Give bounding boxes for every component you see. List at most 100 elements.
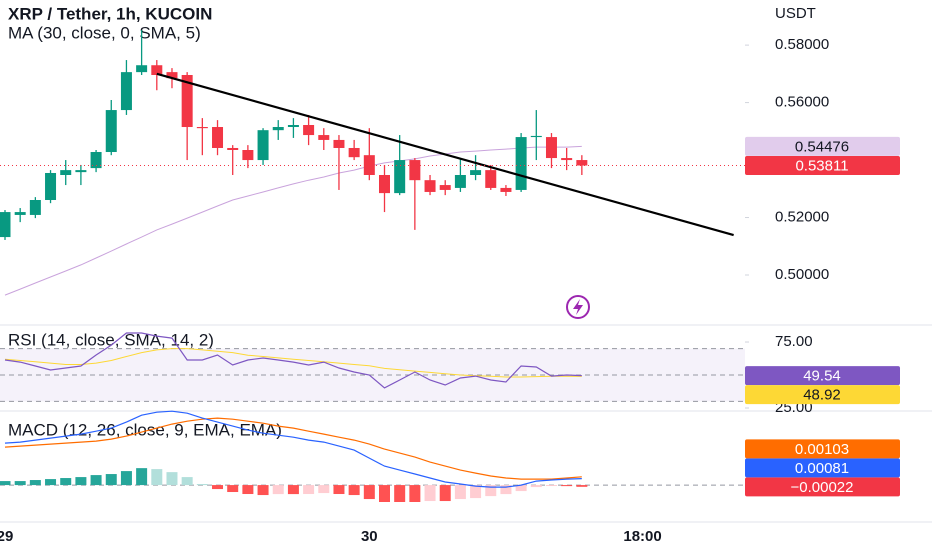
candle-body — [136, 65, 148, 73]
x-tick-label: 30 — [361, 528, 378, 545]
candle-body — [90, 152, 102, 169]
candle-body — [227, 147, 239, 150]
badge-label: 0.54476 — [795, 138, 849, 155]
histogram-bar — [485, 485, 497, 497]
histogram-bar — [0, 481, 11, 486]
histogram-bar — [439, 485, 451, 502]
badge-box — [745, 136, 900, 156]
candle-body — [120, 72, 132, 111]
histogram-bar — [257, 485, 269, 496]
histogram-bar — [90, 475, 102, 486]
histogram-bar — [14, 481, 26, 486]
price-badge: 0.54476 — [745, 136, 900, 156]
candle-body — [75, 170, 87, 173]
candle-body — [576, 160, 588, 166]
histogram-bar — [394, 485, 406, 502]
bolt-icon[interactable] — [566, 295, 590, 319]
candle-body — [318, 135, 330, 140]
y-tick-label: 0.58000 — [775, 36, 829, 53]
histogram-bar — [166, 472, 178, 486]
price-badge: 48.92 — [745, 385, 900, 405]
histogram-bar — [348, 485, 360, 496]
histogram-bar — [151, 469, 163, 486]
histogram-bar — [303, 485, 315, 495]
currency-label: USDT — [775, 5, 816, 22]
histogram-bar — [105, 474, 117, 486]
histogram-bar — [576, 485, 588, 487]
candle-body — [105, 110, 117, 153]
candle-body — [287, 125, 299, 128]
candle-body — [530, 135, 542, 138]
price-badge: 0.00103 — [745, 439, 900, 459]
histogram-bar — [333, 485, 345, 495]
histogram-bar — [75, 477, 87, 486]
histogram-bar — [242, 485, 254, 495]
badge-label: −0.00022 — [791, 479, 854, 496]
chart-title: XRP / Tether, 1h, KUCOIN — [8, 4, 212, 23]
candle-body — [363, 155, 375, 175]
candle-body — [439, 185, 451, 190]
x-tick-label: 18:00 — [623, 528, 661, 545]
candle-body — [212, 127, 224, 148]
histogram-bar — [379, 485, 390, 502]
moving-average — [4, 145, 582, 296]
candle-body — [379, 175, 390, 194]
candle-body — [303, 125, 315, 136]
candle-body — [545, 137, 557, 159]
indicator-title: MA (30, close, 0, SMA, 5) — [8, 23, 201, 42]
bolt — [573, 299, 583, 315]
trend-line — [156, 72, 734, 237]
rsi-sma-line — [4, 348, 582, 378]
badge-box — [745, 155, 900, 175]
candle-body — [181, 75, 193, 128]
histogram-bar — [409, 485, 421, 502]
histogram-bar — [363, 485, 375, 500]
badge-label: 0.53811 — [795, 157, 848, 174]
y-tick-label: 75.00 — [775, 333, 813, 350]
histogram-bar — [60, 478, 72, 486]
x-tick-label: 29 — [0, 528, 13, 545]
badge-box — [745, 366, 900, 386]
histogram-bar — [181, 477, 193, 486]
badge-label: 0.00103 — [795, 441, 849, 458]
badge-label: 48.92 — [803, 387, 841, 404]
histogram-bar — [561, 485, 573, 487]
histogram-bar — [136, 468, 148, 486]
y-tick-label: 0.52000 — [775, 208, 829, 225]
candle-body — [333, 139, 345, 148]
candle-body — [0, 212, 11, 238]
candle-body — [242, 150, 254, 161]
candle-body — [454, 175, 466, 188]
signal-line — [4, 417, 582, 480]
candle-body — [409, 160, 421, 181]
histogram-bar — [45, 479, 57, 486]
macd-title: MACD (12, 26, close, 9, EMA, EMA) — [8, 420, 282, 439]
candle-body — [151, 65, 163, 75]
candle-body — [500, 187, 512, 192]
candle-body — [348, 147, 360, 158]
histogram-bar — [318, 485, 330, 494]
macd-line — [4, 410, 582, 488]
histogram-bar — [500, 485, 512, 495]
histogram-bar — [470, 485, 482, 499]
rsi-title: RSI (14, close, SMA, 14, 2) — [8, 330, 214, 349]
badge-box — [745, 458, 900, 478]
histogram-bar — [545, 485, 557, 487]
badge-label: 0.00081 — [795, 460, 849, 477]
price-badge: 49.54 — [745, 366, 900, 386]
histogram-bar — [29, 480, 41, 486]
histogram-bar — [272, 485, 284, 495]
candle-body — [515, 137, 527, 190]
candle-body — [424, 180, 436, 192]
histogram-bar — [454, 485, 466, 500]
histogram-bar — [227, 485, 239, 493]
price-badge: −0.00022 — [745, 477, 900, 497]
candle-body — [196, 127, 208, 129]
y-tick-label: 0.50000 — [775, 266, 829, 283]
histogram-bar — [530, 485, 542, 488]
histogram-bar — [424, 485, 436, 502]
candle-body — [29, 200, 41, 215]
candle-body — [257, 130, 269, 161]
candle-body — [45, 172, 57, 200]
